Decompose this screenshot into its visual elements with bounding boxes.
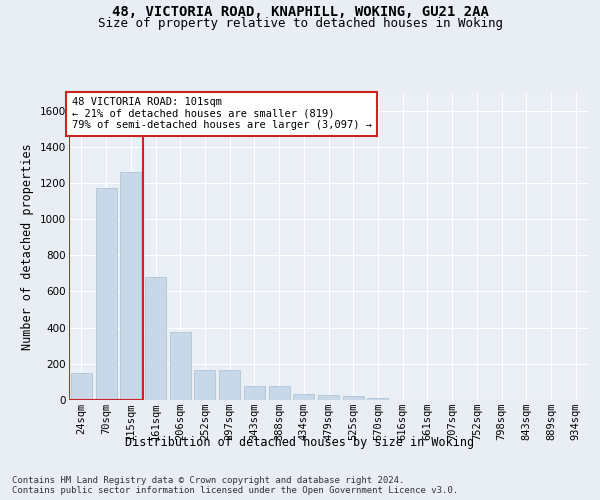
Text: 48, VICTORIA ROAD, KNAPHILL, WOKING, GU21 2AA: 48, VICTORIA ROAD, KNAPHILL, WOKING, GU2… (112, 5, 488, 19)
Bar (293, 394, 314, 400)
Text: 48 VICTORIA ROAD: 101sqm
← 21% of detached houses are smaller (819)
79% of semi-: 48 VICTORIA ROAD: 101sqm ← 21% of detach… (71, 97, 371, 130)
Y-axis label: Number of detached properties: Number of detached properties (22, 143, 34, 350)
Bar (170, 332, 191, 400)
Bar (343, 396, 364, 400)
Bar (71, 374, 92, 400)
Text: Contains HM Land Registry data © Crown copyright and database right 2024.
Contai: Contains HM Land Registry data © Crown c… (12, 476, 458, 495)
Bar (219, 370, 240, 400)
Bar (367, 398, 388, 400)
Text: Distribution of detached houses by size in Woking: Distribution of detached houses by size … (125, 436, 475, 449)
Bar (69, 92, 143, 400)
Bar (145, 277, 166, 400)
Bar (269, 386, 290, 400)
Text: Size of property relative to detached houses in Woking: Size of property relative to detached ho… (97, 17, 503, 30)
Bar (194, 370, 215, 400)
Bar (95, 188, 116, 400)
Bar (120, 172, 141, 400)
Bar (244, 386, 265, 400)
Bar (318, 396, 339, 400)
